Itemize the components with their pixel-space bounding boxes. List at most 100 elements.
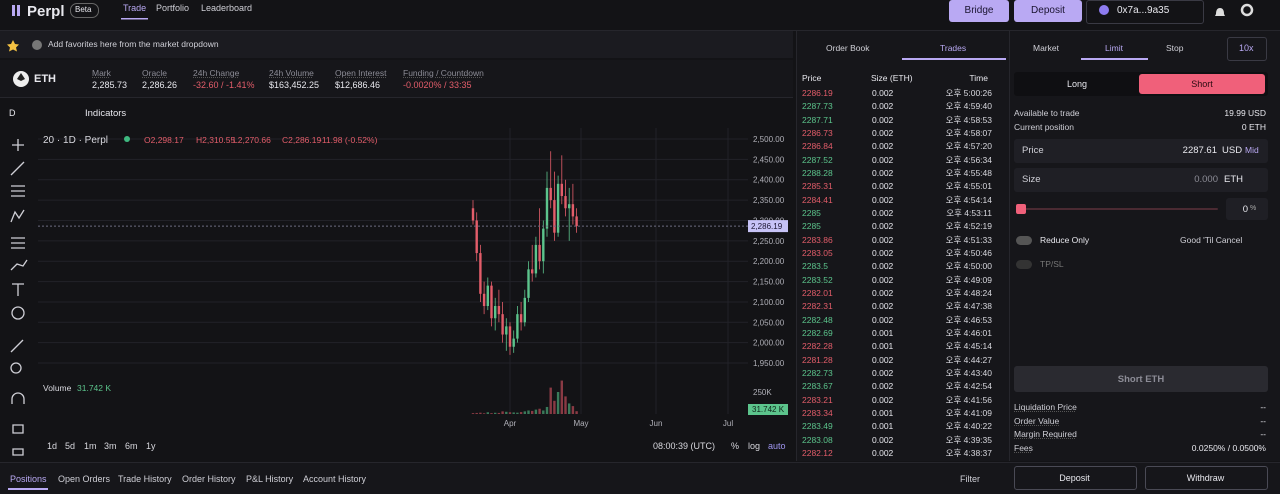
price-input[interactable]	[1014, 139, 1268, 163]
book-tab[interactable]: Trades	[940, 43, 967, 53]
range-button[interactable]: 1y	[146, 441, 156, 451]
candle-body	[501, 314, 504, 335]
wallet-button[interactable]	[1086, 0, 1204, 24]
nav-tab[interactable]: Portfolio	[156, 3, 190, 13]
panel-action-label[interactable]: Deposit	[1059, 473, 1090, 483]
star-icon	[7, 40, 19, 52]
x-tick-label: Jul	[723, 419, 733, 428]
volume-bar	[516, 412, 519, 414]
ohlc-legend: O2,298.17	[144, 135, 184, 145]
scale-option[interactable]: %	[731, 441, 740, 451]
nav-tab[interactable]: Trade	[123, 3, 147, 13]
volume-bar	[501, 411, 504, 414]
slider-thumb[interactable]	[1016, 204, 1026, 214]
bottom-bar	[0, 462, 1280, 494]
summary-value: 0.0250% / 0.0500%	[1191, 442, 1266, 453]
trade-time: 오후 4:39:35	[945, 434, 992, 445]
panel-action[interactable]	[1145, 466, 1268, 490]
filter[interactable]: Filter	[960, 474, 980, 484]
y-tick-label: 2,450.00	[753, 155, 785, 164]
summary-value: --	[1260, 415, 1266, 426]
stat-value: -32.60 / -1.41%	[193, 80, 255, 90]
volume-bar	[471, 413, 475, 414]
bottom-tab[interactable]: Open Orders	[58, 474, 111, 484]
submit-label[interactable]: Short ETH	[1117, 374, 1165, 385]
trade-price: 2283.5	[802, 261, 828, 272]
volume-bar	[494, 412, 497, 414]
slider-track[interactable]	[1022, 208, 1218, 210]
slider-input[interactable]	[1226, 198, 1268, 220]
bottom-tab[interactable]: P&L History	[246, 474, 294, 484]
short-button[interactable]	[1139, 74, 1265, 94]
volume-bar	[497, 412, 501, 414]
trade-time: 오후 4:55:01	[945, 181, 992, 192]
header-button[interactable]	[1014, 0, 1082, 22]
summary-value: --	[1260, 402, 1266, 412]
panel-action[interactable]	[1014, 466, 1137, 490]
trade-time: 오후 4:49:09	[945, 274, 992, 285]
market-symbol[interactable]: ETH	[34, 73, 56, 85]
scale-option[interactable]: auto	[768, 441, 786, 451]
indicators-button[interactable]: Indicators	[85, 108, 127, 119]
bottom-tab[interactable]: Account History	[303, 474, 367, 484]
leverage[interactable]: 10x	[1239, 43, 1254, 53]
trade-size: 0.002	[872, 207, 894, 218]
range-button[interactable]: 6m	[125, 441, 138, 451]
tpsl-toggle[interactable]	[1016, 260, 1032, 269]
tab-underline	[1081, 58, 1148, 60]
volume-bar	[560, 380, 563, 414]
side-long[interactable]: Long	[1066, 79, 1088, 89]
stat-value: -0.0020% / 33:35	[403, 80, 472, 90]
trade-size: 0.001	[872, 327, 894, 338]
volume-bar	[553, 400, 556, 414]
size-input[interactable]	[1014, 168, 1268, 192]
volume-bar	[556, 392, 560, 414]
scale-option[interactable]: log	[748, 441, 761, 451]
nav-tab[interactable]: Leaderboard	[201, 3, 253, 13]
tpsl[interactable]: TP/SL	[1040, 259, 1064, 269]
time-in-force[interactable]: Good 'Til Cancel	[1180, 235, 1243, 245]
volume-label: Volume	[43, 383, 72, 393]
side-short[interactable]: Short	[1191, 79, 1213, 89]
range-button[interactable]: 3m	[104, 441, 117, 451]
trade-price: 2282.01	[802, 287, 833, 298]
wallet-address[interactable]: 0x7a...9a35	[1117, 5, 1170, 16]
volume-bar	[523, 411, 526, 414]
bottom-tab[interactable]: Trade History	[118, 474, 172, 484]
book-tab[interactable]: Order Book	[826, 43, 870, 53]
range-button[interactable]: 1d	[47, 441, 58, 451]
candle-body	[516, 314, 519, 339]
trade-price: 2282.28	[802, 341, 833, 352]
stat-label: 24h Volume	[269, 68, 314, 78]
trade-price: 2286.73	[802, 127, 833, 138]
header-button[interactable]	[949, 0, 1009, 22]
interval[interactable]: D	[9, 108, 16, 118]
order-type-tab[interactable]: Stop	[1166, 43, 1184, 53]
order-type-tab[interactable]: Limit	[1105, 43, 1123, 53]
logo-mark	[12, 5, 15, 16]
ohlc-legend: L2,270.66	[233, 135, 271, 145]
bottom-tab[interactable]: Positions	[10, 474, 47, 484]
panel-action-label[interactable]: Withdraw	[1186, 473, 1225, 483]
wallet-icon	[1099, 5, 1109, 15]
trade-price: 2283.67	[802, 381, 833, 392]
leverage-button[interactable]	[1227, 37, 1267, 61]
header-button-label[interactable]: Bridge	[964, 5, 994, 16]
range-button[interactable]: 5d	[65, 441, 76, 451]
volume-last-box	[748, 404, 788, 415]
trade-size: 0.002	[872, 367, 894, 378]
reduce-toggle[interactable]	[1016, 236, 1032, 245]
trade-size: 0.002	[872, 234, 894, 245]
order-type-tab[interactable]: Market	[1033, 43, 1059, 53]
price-unit: USD	[1222, 145, 1243, 156]
range-button[interactable]: 1m	[84, 441, 97, 451]
submit-button[interactable]	[1014, 366, 1268, 392]
volume-bar	[575, 411, 578, 414]
volume-bar	[531, 410, 534, 414]
header-button-label[interactable]: Deposit	[1031, 5, 1065, 16]
candle-body	[505, 326, 508, 335]
price-mid[interactable]: Mid	[1245, 145, 1259, 155]
price-label: Price	[1022, 145, 1044, 156]
bottom-tab[interactable]: Order History	[182, 474, 236, 484]
reduce-only[interactable]: Reduce Only	[1040, 235, 1090, 245]
